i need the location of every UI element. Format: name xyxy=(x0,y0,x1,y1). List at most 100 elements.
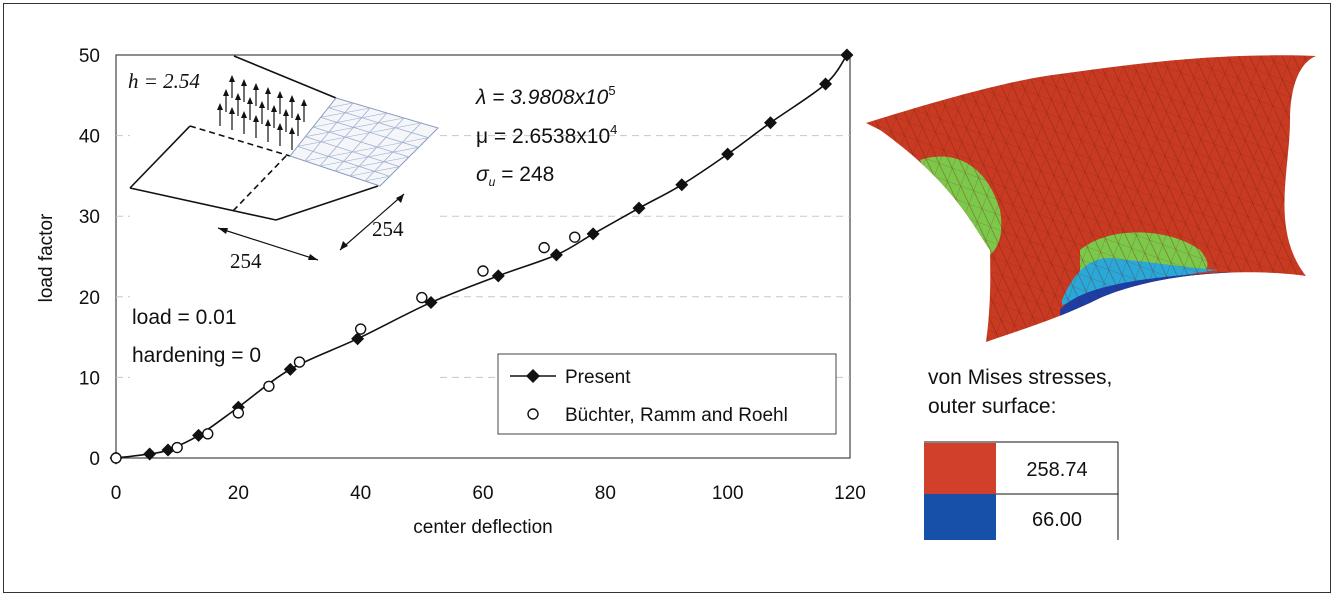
x-axis-label: center deflection xyxy=(413,517,552,538)
load-arrowhead xyxy=(283,109,289,116)
x-tick-label: 100 xyxy=(712,483,744,504)
x-tick-labels: 0 20 40 60 80 100 120 xyxy=(111,483,866,504)
stress-legend: von Mises stresses, outer surface: 258.7… xyxy=(924,366,1119,540)
legend-label-present: Present xyxy=(565,367,631,388)
mesh-line xyxy=(312,112,388,128)
y-tick-label: 20 xyxy=(79,288,100,309)
width-dimension-line xyxy=(217,227,319,261)
mesh-line xyxy=(297,145,390,177)
reference-data-point xyxy=(263,380,275,392)
x-tick-label: 20 xyxy=(228,483,249,504)
mesh-line xyxy=(304,137,429,162)
thickness-label: h = 2.54 xyxy=(128,69,200,93)
load-arrowhead xyxy=(277,123,283,130)
sigma-annotation: σu = 248 xyxy=(476,163,554,189)
present-data-point xyxy=(161,443,175,457)
x-tick-label: 60 xyxy=(472,483,493,504)
load-arrowhead xyxy=(271,105,277,112)
legend-marker-present xyxy=(526,369,540,383)
load-arrowhead xyxy=(235,93,241,100)
mesh-line xyxy=(305,117,405,137)
present-data-point xyxy=(721,147,735,161)
load-arrowhead xyxy=(301,99,307,106)
present-data-point xyxy=(192,428,206,442)
series-line-present xyxy=(115,54,848,459)
load-arrowhead xyxy=(277,91,283,98)
sigma-symbol: σ xyxy=(476,163,490,186)
load-arrowhead xyxy=(247,97,253,104)
dimension-arrowhead xyxy=(396,194,404,203)
x-tick-label: 40 xyxy=(350,483,371,504)
load-arrowhead xyxy=(289,127,295,134)
x-tick-label: 80 xyxy=(595,483,616,504)
present-data-point xyxy=(632,201,646,215)
present-data-point xyxy=(351,332,365,346)
y-tick-label: 40 xyxy=(79,127,100,148)
x-tick-label: 0 xyxy=(111,483,122,504)
load-arrowhead xyxy=(289,95,295,102)
reference-data-point xyxy=(110,452,122,464)
mesh-line xyxy=(364,176,390,182)
stress-legend-title: von Mises stresses, xyxy=(928,366,1112,389)
stress-value-max: 258.74 xyxy=(1026,459,1087,481)
legend-box xyxy=(497,353,837,435)
present-data-point xyxy=(763,116,777,130)
present-data-point xyxy=(586,227,600,241)
reference-data-point xyxy=(354,323,367,335)
sigma-value: = 248 xyxy=(495,163,554,186)
mesh-quadrant xyxy=(289,97,439,187)
load-arrowhead xyxy=(253,83,259,90)
present-data-point xyxy=(283,362,297,376)
load-arrowhead xyxy=(229,107,235,114)
x-tick-label: 120 xyxy=(834,483,866,504)
plate-edge xyxy=(233,55,337,99)
present-data-point xyxy=(549,248,563,262)
load-arrowhead xyxy=(265,119,271,126)
mesh-line xyxy=(334,156,410,172)
legend: Present Büchter, Ramm and Roehl xyxy=(497,353,837,435)
plate-edge xyxy=(129,187,277,221)
plate-edge xyxy=(129,125,191,189)
mesh-line xyxy=(297,122,422,147)
shell-mesh xyxy=(866,55,1316,343)
y-tick-label: 50 xyxy=(79,46,100,67)
load-arrowhead xyxy=(265,87,271,94)
mesh-lines xyxy=(297,102,429,182)
plot-area xyxy=(115,54,851,459)
mesh-line xyxy=(319,147,419,167)
load-annotation: load = 0.01 xyxy=(132,306,237,329)
mesh-line xyxy=(320,107,371,118)
depth-dimension-label: 254 xyxy=(372,217,404,241)
legend-label-reference: Büchter, Ramm and Roehl xyxy=(565,405,788,426)
load-arrowhead xyxy=(253,115,259,122)
present-data-point xyxy=(819,77,833,91)
reference-data-point xyxy=(202,428,214,440)
hardening-annotation: hardening = 0 xyxy=(132,344,261,367)
material-parameters: λ = 3.9808x105 μ = 2.6538x104 σu = 248 l… xyxy=(132,83,617,367)
present-data-point xyxy=(840,48,854,62)
load-arrowhead xyxy=(217,103,223,110)
sigma-subscript: u xyxy=(489,175,496,189)
stress-legend-subtitle: outer surface: xyxy=(928,395,1056,418)
y-axis-label: load factor xyxy=(36,213,57,302)
figure-frame xyxy=(3,3,1331,593)
present-data-point xyxy=(143,447,157,461)
load-arrowhead xyxy=(259,101,265,108)
plate-edge xyxy=(275,185,379,221)
dimension-arrowhead xyxy=(340,241,348,250)
y-tick-label: 0 xyxy=(89,449,100,470)
reference-data-point xyxy=(416,291,428,304)
load-arrowhead xyxy=(241,111,247,118)
y-tick-labels: 0 10 20 30 40 50 xyxy=(79,46,100,470)
stress-swatch-min xyxy=(924,494,996,540)
mu-annotation: μ = 2.6538x104 xyxy=(476,122,617,148)
load-arrows xyxy=(217,75,307,150)
load-arrowhead xyxy=(241,79,247,86)
dimension-arrowhead xyxy=(308,254,318,260)
lambda-exponent: 5 xyxy=(608,83,615,98)
stress-value-min: 66.00 xyxy=(1032,509,1082,531)
plate-inset: h = 2.54 254 254 xyxy=(128,55,439,273)
present-data-point xyxy=(675,178,689,192)
reference-data-point xyxy=(477,265,489,277)
